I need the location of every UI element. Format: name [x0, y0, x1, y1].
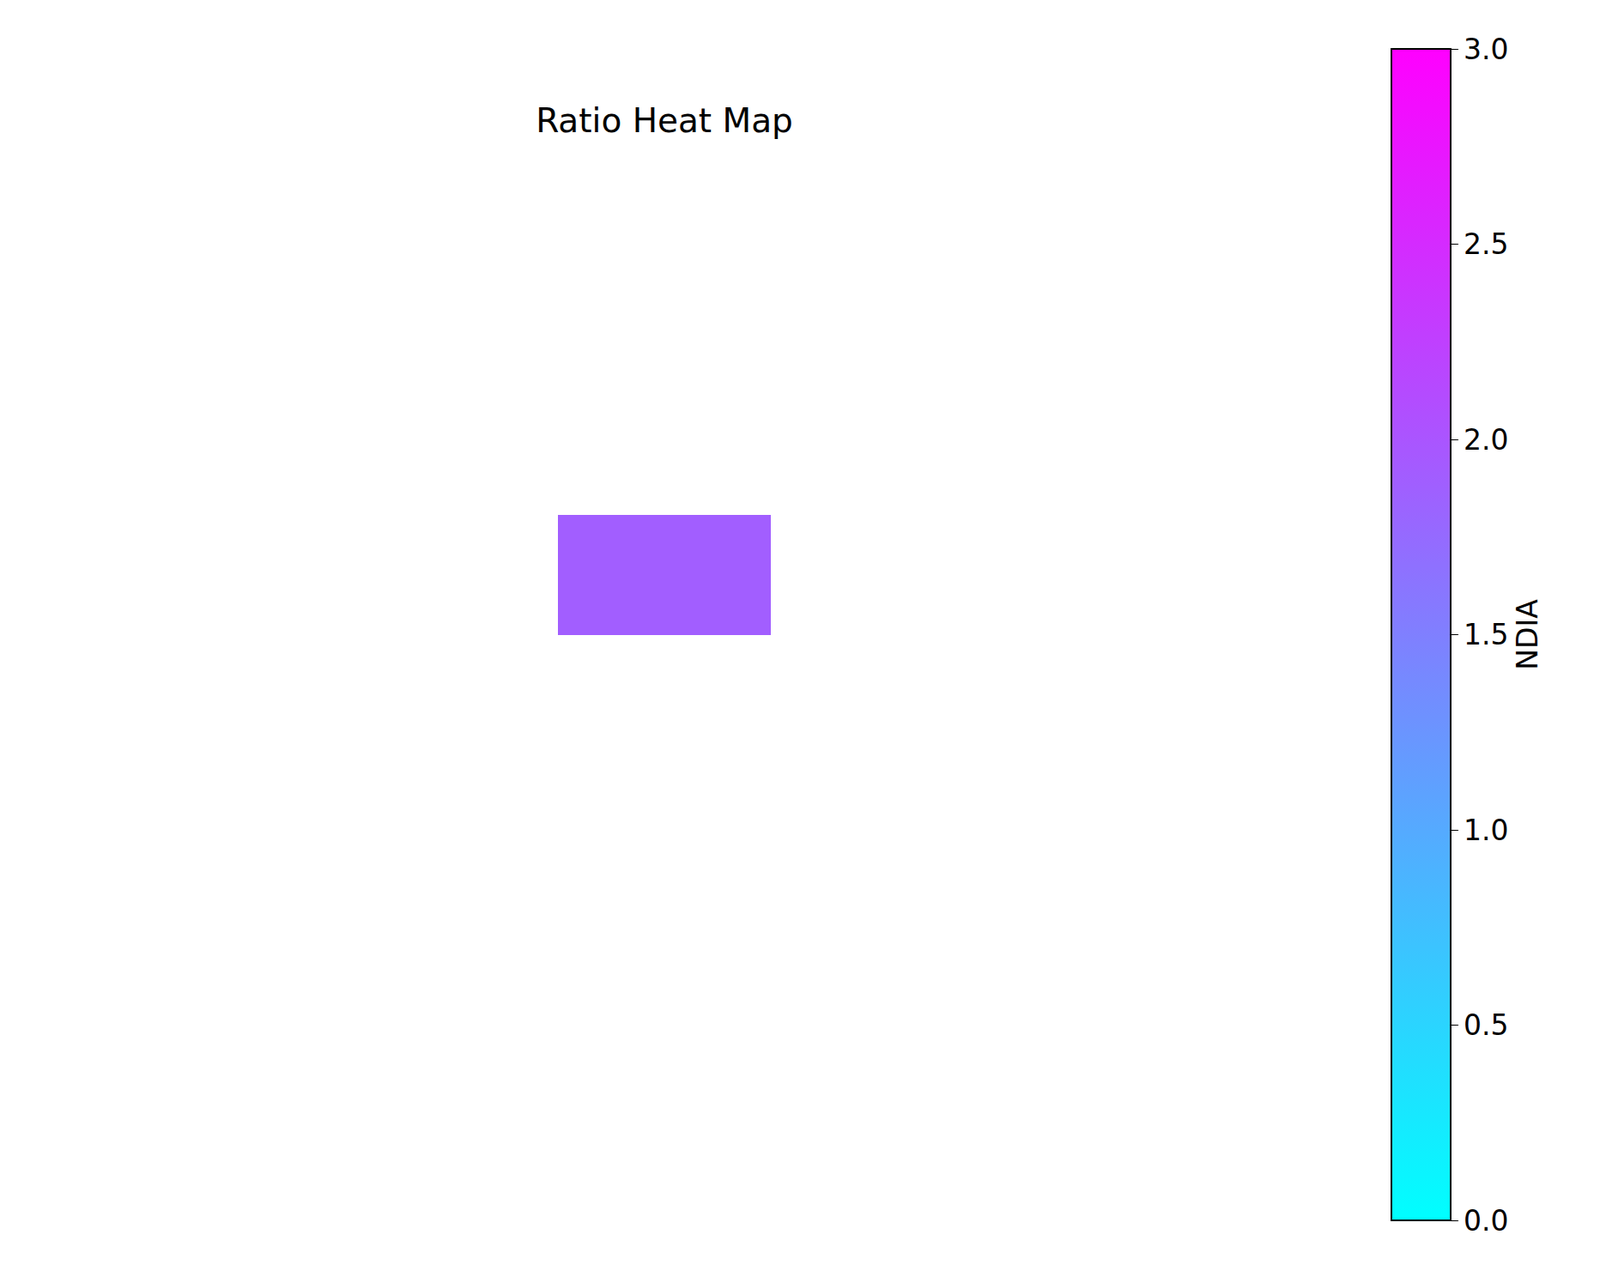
svg-text:0.0: 0.0	[1463, 1204, 1509, 1238]
svg-text:3.0: 3.0	[1463, 32, 1509, 67]
svg-text:1.0: 1.0	[1463, 813, 1509, 848]
svg-text:2.0: 2.0	[1463, 423, 1509, 457]
svg-text:1.5: 1.5	[1463, 618, 1509, 652]
svg-text:2.5: 2.5	[1463, 227, 1509, 261]
svg-text:0.5: 0.5	[1463, 1008, 1509, 1043]
svg-text:NDIA: NDIA	[1510, 599, 1545, 671]
svg-text:Ratio Heat Map: Ratio Heat Map	[535, 101, 794, 140]
